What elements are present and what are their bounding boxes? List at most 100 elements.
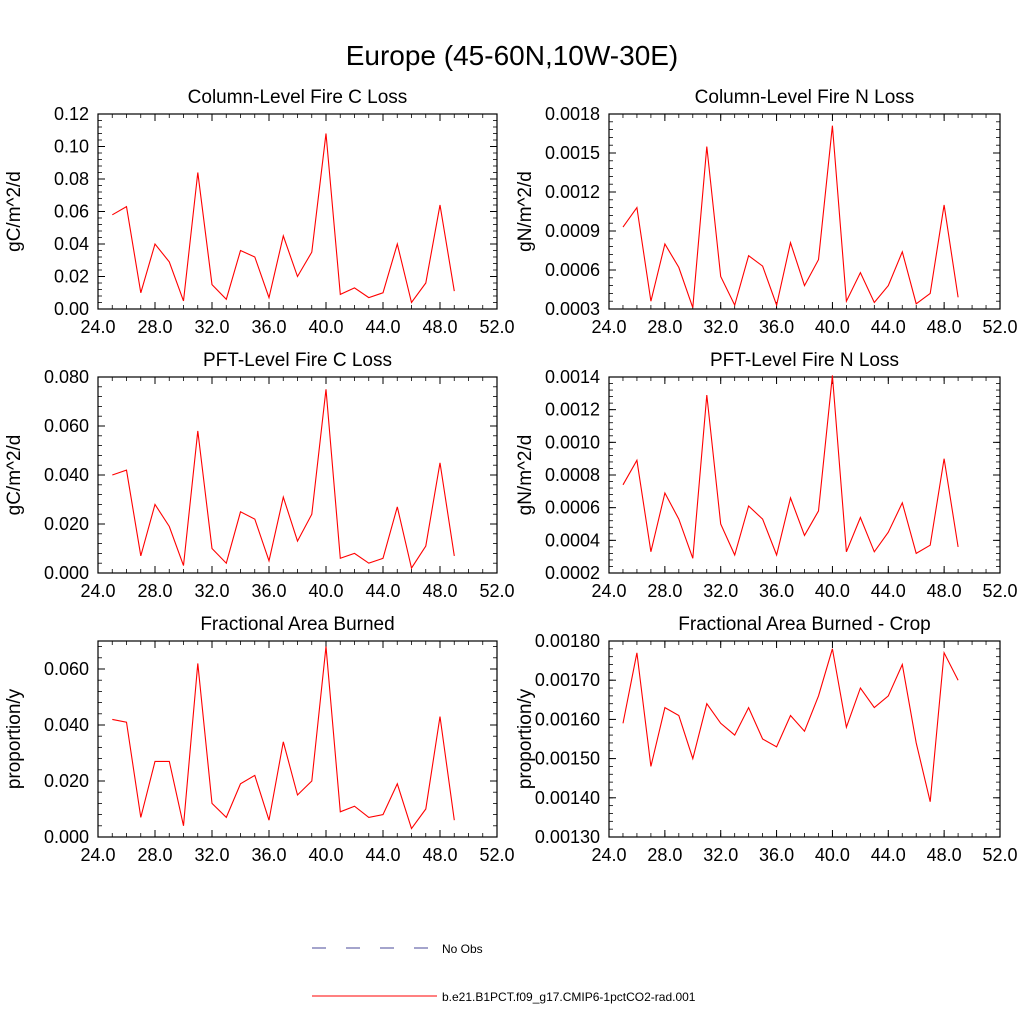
x-tick-label: 40.0 [308,845,343,865]
x-tick-label: 36.0 [759,845,794,865]
y-axis-label: proportion/y [515,688,536,789]
x-tick-label: 48.0 [927,317,962,337]
chart-panel: PFT-Level Fire N Loss gN/m^2/d 24.0 28.0 32.… [515,350,1018,601]
figure-title: Europe (45-60N,10W-30E) [346,40,679,71]
y-tick-label: 0.040 [44,715,89,735]
x-tick-label: 52.0 [982,845,1017,865]
y-tick-label: 0.00170 [535,670,600,690]
plot-frame [608,113,1001,310]
series-line [622,648,959,802]
x-tick-label: 36.0 [251,845,286,865]
x-tick-label: 28.0 [137,845,172,865]
x-tick-label: 52.0 [479,845,514,865]
y-tick-label: 0.060 [44,416,89,436]
y-axis-label: gC/m^2/d [4,435,25,516]
x-tick-label: 24.0 [591,845,626,865]
x-tick-label: 32.0 [703,317,738,337]
plot-frame [608,376,1001,574]
panel-title: Column-Level Fire C Loss [188,87,408,108]
y-tick-label: 0.0018 [545,104,600,124]
panel-title: Fractional Area Burned - Crop [678,614,930,635]
y-tick-label: 0.0002 [545,563,600,583]
y-tick-label: 0.04 [54,234,89,254]
y-tick-label: 0.02 [54,267,89,287]
y-tick-label: 0.10 [54,137,89,157]
panel-title: PFT-Level Fire C Loss [203,350,392,371]
x-tick-label: 32.0 [703,845,738,865]
y-tick-label: 0.0012 [545,400,600,420]
x-tick-label: 24.0 [591,581,626,601]
x-tick-label: 48.0 [422,317,457,337]
series-line [622,375,959,559]
x-tick-label: 36.0 [251,581,286,601]
y-tick-label: 0.060 [44,659,89,679]
x-tick-label: 28.0 [137,581,172,601]
legend-label: b.e21.B1PCT.f09_g17.CMIP6-1pctCO2-rad.00… [442,990,696,1004]
x-tick-label: 44.0 [871,581,906,601]
plot-frame [97,376,498,574]
legend: No Obs b.e21.B1PCT.f09_g17.CMIP6-1pctCO2-… [312,942,696,1004]
x-tick-label: 48.0 [927,845,962,865]
y-tick-label: 0.0014 [545,367,600,387]
panel-title: PFT-Level Fire N Loss [710,350,899,371]
x-tick-label: 24.0 [591,317,626,337]
x-tick-label: 40.0 [308,317,343,337]
x-tick-label: 28.0 [647,581,682,601]
x-tick-label: 52.0 [982,581,1017,601]
x-tick-label: 24.0 [80,845,115,865]
legend-label: No Obs [442,942,483,956]
x-tick-label: 36.0 [251,317,286,337]
y-tick-label: 0.020 [44,771,89,791]
x-tick-label: 32.0 [194,845,229,865]
chart-panel: Column-Level Fire C Loss gC/m^2/d 24.0 28.0… [4,87,515,337]
x-tick-label: 52.0 [982,317,1017,337]
chart-panels: Column-Level Fire C Loss gC/m^2/d 24.0 28.0… [4,87,1018,865]
x-tick-label: 40.0 [815,845,850,865]
panel-title: Column-Level Fire N Loss [695,87,915,108]
y-tick-label: 0.0008 [545,465,600,485]
y-tick-label: 0.0012 [545,182,600,202]
y-tick-label: 0.00140 [535,788,600,808]
y-axis-label: gN/m^2/d [515,435,536,516]
y-tick-label: 0.0015 [545,143,600,163]
x-tick-label: 40.0 [815,317,850,337]
x-tick-label: 32.0 [703,581,738,601]
x-tick-label: 52.0 [479,317,514,337]
x-tick-label: 40.0 [308,581,343,601]
y-axis-label: proportion/y [4,688,25,789]
y-tick-label: 0.00150 [535,749,600,769]
x-tick-label: 36.0 [759,581,794,601]
y-tick-label: 0.000 [44,563,89,583]
chart-panel: PFT-Level Fire C Loss gC/m^2/d 24.0 28.0 32.… [4,350,515,601]
y-tick-label: 0.0006 [545,260,600,280]
y-tick-label: 0.080 [44,367,89,387]
x-tick-label: 44.0 [365,581,400,601]
x-tick-label: 28.0 [647,317,682,337]
y-tick-label: 0.00180 [535,631,600,651]
y-tick-label: 0.0006 [545,498,600,518]
x-tick-label: 28.0 [647,845,682,865]
x-tick-label: 52.0 [479,581,514,601]
x-tick-label: 44.0 [871,845,906,865]
x-tick-label: 28.0 [137,317,172,337]
x-tick-label: 48.0 [422,845,457,865]
x-tick-label: 32.0 [194,581,229,601]
x-tick-label: 48.0 [422,581,457,601]
x-tick-label: 44.0 [871,317,906,337]
series-line [112,646,455,830]
x-tick-label: 36.0 [759,317,794,337]
x-tick-label: 40.0 [815,581,850,601]
x-tick-label: 32.0 [194,317,229,337]
series-line [112,389,455,570]
y-tick-label: 0.020 [44,514,89,534]
y-tick-label: 0.0009 [545,221,600,241]
y-axis-label: gC/m^2/d [4,171,25,252]
chart-panel: Fractional Area Burned proportion/y 24.0 28… [4,614,515,865]
y-axis-label: gN/m^2/d [515,171,536,252]
plot-frame [608,640,1001,838]
plot-frame [97,640,498,838]
chart-panel: Fractional Area Burned - Crop proportion/… [515,614,1018,865]
plot-frame [97,113,498,310]
y-tick-label: 0.06 [54,202,89,222]
